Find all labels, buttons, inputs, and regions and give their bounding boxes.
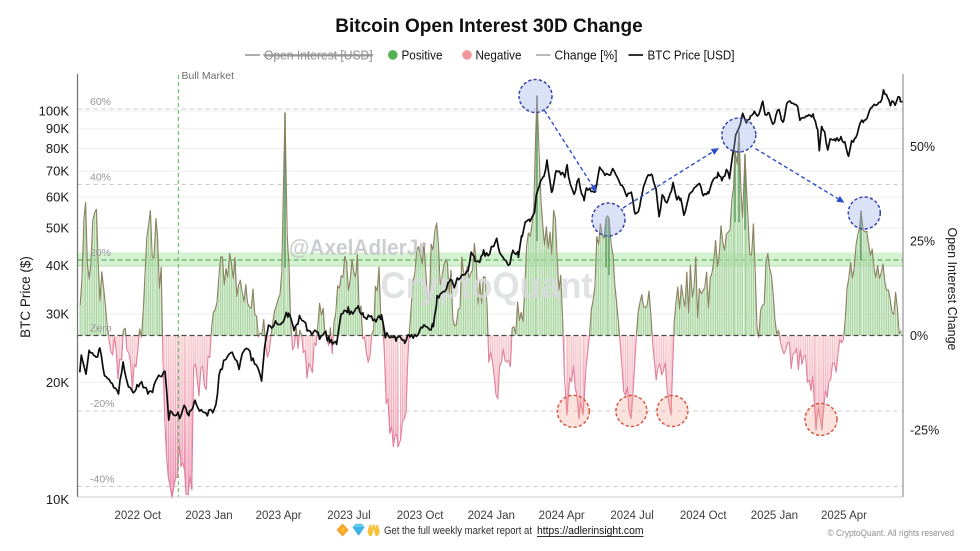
svg-text:Change [%]: Change [%] xyxy=(555,49,618,63)
svg-text:100K: 100K xyxy=(39,103,70,118)
svg-text:Positive: Positive xyxy=(402,49,443,63)
svg-text:Open Interest Change: Open Interest Change xyxy=(945,228,959,351)
svg-text:-40%: -40% xyxy=(90,474,115,486)
svg-text:0%: 0% xyxy=(910,329,928,343)
svg-text:Bull Market: Bull Market xyxy=(182,70,235,82)
svg-text:-20%: -20% xyxy=(90,398,115,410)
svg-text:50%: 50% xyxy=(910,140,935,154)
svg-text:60%: 60% xyxy=(90,96,111,108)
svg-text:Negative: Negative xyxy=(476,49,522,63)
svg-text:60K: 60K xyxy=(46,190,69,205)
svg-text:CryptoQuant: CryptoQuant xyxy=(381,265,594,306)
svg-text:30K: 30K xyxy=(46,307,69,322)
svg-text:2024 Oct: 2024 Oct xyxy=(680,510,727,522)
svg-text:Open Interest [USD]: Open Interest [USD] xyxy=(264,49,373,63)
svg-text:40%: 40% xyxy=(90,172,111,184)
svg-text:2024 Jan: 2024 Jan xyxy=(468,510,515,522)
svg-text:BTC Price ($): BTC Price ($) xyxy=(18,256,33,338)
svg-text:25%: 25% xyxy=(910,235,935,249)
svg-text:10K: 10K xyxy=(46,492,69,507)
svg-text:BTC Price [USD]: BTC Price [USD] xyxy=(648,49,735,63)
svg-text:20%: 20% xyxy=(90,247,111,259)
svg-text:-25%: -25% xyxy=(910,423,939,437)
svg-text:2024 Jul: 2024 Jul xyxy=(610,510,653,522)
svg-text:2025 Jan: 2025 Jan xyxy=(751,510,798,522)
svg-text:https://adlerinsight.com: https://adlerinsight.com xyxy=(537,525,644,537)
svg-text:@AxelAdlerJr: @AxelAdlerJr xyxy=(289,235,427,260)
svg-text:80K: 80K xyxy=(46,141,69,156)
svg-text:Zero: Zero xyxy=(90,323,112,335)
svg-text:50K: 50K xyxy=(46,220,69,235)
svg-text:2023 Oct: 2023 Oct xyxy=(397,510,444,522)
svg-text:2025 Apr: 2025 Apr xyxy=(821,510,867,522)
svg-text:40K: 40K xyxy=(46,258,69,273)
svg-text:2023 Jan: 2023 Jan xyxy=(185,510,232,522)
svg-text:2023 Jul: 2023 Jul xyxy=(327,510,370,522)
svg-text:2024 Apr: 2024 Apr xyxy=(539,510,585,522)
svg-text:2022 Oct: 2022 Oct xyxy=(114,510,161,522)
svg-text:© CryptoQuant. All rights rese: © CryptoQuant. All rights reserved xyxy=(828,528,954,539)
svg-text:Bitcoin Open Interest 30D Chan: Bitcoin Open Interest 30D Change xyxy=(335,15,643,37)
svg-text:2023 Apr: 2023 Apr xyxy=(256,510,302,522)
svg-text:90K: 90K xyxy=(46,121,69,136)
svg-text:70K: 70K xyxy=(46,164,69,179)
svg-text:20K: 20K xyxy=(46,375,69,390)
svg-text:Get the full weekly market rep: Get the full weekly market report at xyxy=(384,525,532,537)
